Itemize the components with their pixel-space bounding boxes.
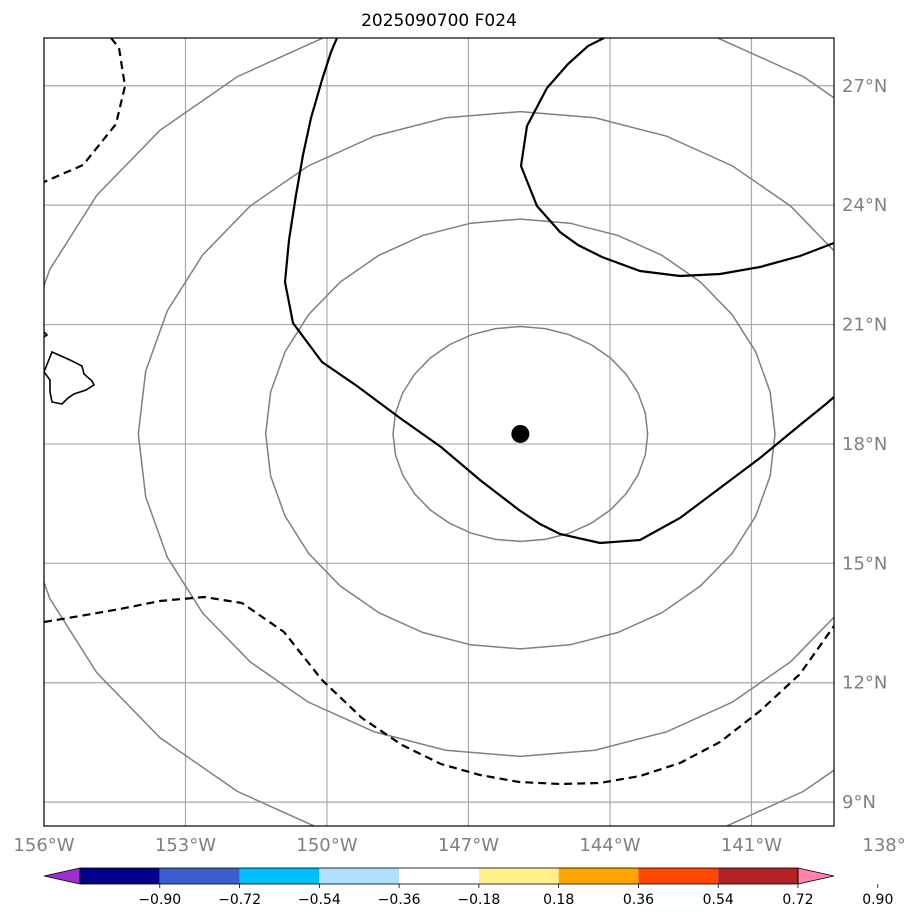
lat-tick-label-5: 12°N	[842, 673, 887, 694]
colorbar-bin-2	[239, 868, 320, 884]
map-background	[44, 38, 834, 826]
map-frame	[43, 37, 835, 827]
map-title: 2025090700 F024	[361, 11, 517, 31]
lat-tick-label-1: 24°N	[842, 195, 887, 216]
center-marker	[511, 424, 530, 443]
contour-solid	[283, 38, 834, 545]
lon-tick-label-5: 141°W	[721, 835, 782, 856]
colorbar-bin-8	[718, 868, 798, 884]
coastlines	[44, 331, 96, 405]
colorbar-tick-label-0: −0.90	[138, 892, 181, 908]
colorbar-tick-label-9: 0.90	[862, 892, 893, 908]
lat-axis: 27°N 24°N 21°N 18°N 15°N 12°N 9°N	[842, 76, 887, 813]
contour-dashed	[44, 38, 834, 786]
range-ring-3	[44, 38, 834, 826]
colorbar-tick-label-7: 0.54	[703, 892, 734, 908]
lon-tick-label-2: 150°W	[296, 835, 357, 856]
colorbar-bin-3	[319, 868, 400, 884]
range-ring-0	[392, 325, 649, 543]
colorbar-bin-1	[159, 868, 240, 884]
lat-tick-label-4: 15°N	[842, 553, 887, 574]
lon-tick-label-4: 144°W	[579, 835, 640, 856]
lon-tick-label-3: 147°W	[438, 835, 499, 856]
colorbar-bin-7	[638, 868, 719, 884]
range-ring-1	[264, 218, 776, 650]
colorbar-tick-label-8: 0.72	[782, 892, 813, 908]
lat-tick-label-6: 9°N	[842, 792, 876, 813]
colorbar-bin-6	[558, 868, 639, 884]
colorbar-outline	[79, 867, 799, 885]
colorbar-extend-high	[797, 867, 835, 885]
map-content	[44, 38, 834, 826]
dashed-contour-northwest	[44, 38, 127, 184]
lon-tick-label-0: 156°W	[13, 835, 74, 856]
colorbar: −0.90 −0.72 −0.54 −0.36 −0.18 0.18 0.36 0.54 0.7…	[43, 867, 893, 908]
colorbar-bin-0	[80, 868, 160, 884]
colorbar-bin-5	[478, 868, 559, 884]
colorbar-tick-label-3: −0.36	[378, 892, 421, 908]
colorbar-extend-low	[43, 867, 81, 885]
colorbar-tick-label-1: −0.72	[218, 892, 261, 908]
lat-tick-label-0: 27°N	[842, 76, 887, 97]
coastline-maui-edge	[44, 331, 49, 338]
gridlines	[44, 38, 834, 826]
solid-contour-northeast	[519, 38, 834, 278]
dashed-contour-south	[44, 595, 834, 786]
lat-tick-label-3: 18°N	[842, 434, 887, 455]
map-panel	[43, 37, 835, 827]
range-ring-2	[137, 110, 834, 758]
lon-tick-label-1: 153°W	[155, 835, 216, 856]
colorbar-bin-4	[399, 868, 479, 884]
colorbar-tick-label-6: 0.36	[623, 892, 654, 908]
colorbar-tick-label-5: 0.18	[543, 892, 574, 908]
range-rings	[44, 38, 834, 826]
solid-contour-main	[283, 38, 834, 545]
coastline-big-island	[44, 350, 96, 405]
lat-tick-label-2: 21°N	[842, 315, 887, 336]
colorbar-tick-label-4: −0.18	[457, 892, 500, 908]
lon-tick-label-6: 138°W	[862, 835, 904, 856]
lon-axis: 156°W 153°W 150°W 147°W 144°W 141°W 138°W	[13, 835, 904, 856]
colorbar-tick-label-2: −0.54	[298, 892, 341, 908]
